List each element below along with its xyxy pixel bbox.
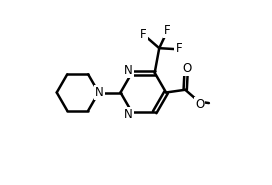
Text: N: N	[124, 108, 133, 121]
Text: N: N	[124, 64, 133, 77]
Text: O: O	[183, 62, 192, 75]
Text: F: F	[175, 42, 182, 55]
Text: F: F	[164, 24, 171, 37]
Text: O: O	[195, 98, 204, 111]
Text: N: N	[95, 86, 104, 99]
Text: F: F	[140, 28, 147, 41]
